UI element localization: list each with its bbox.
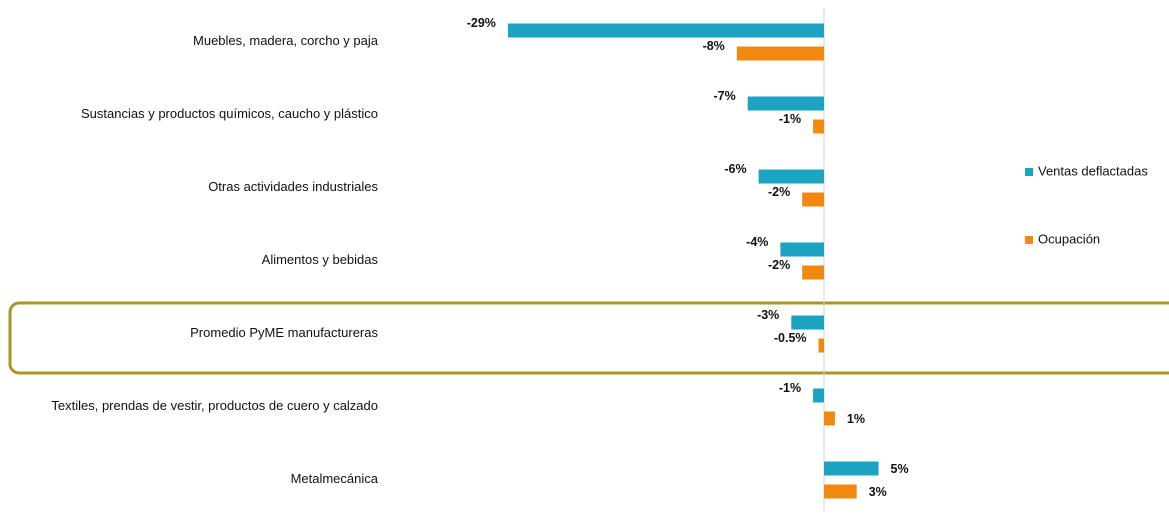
bar — [802, 192, 824, 207]
bar — [736, 46, 824, 61]
bar — [780, 242, 824, 257]
value-label: 3% — [869, 485, 887, 499]
category-label: Metalmecánica — [291, 471, 379, 486]
value-label: -2% — [768, 258, 790, 272]
legend-swatch — [1025, 236, 1033, 244]
category-label: Muebles, madera, corcho y paja — [193, 33, 379, 48]
bar — [813, 388, 824, 403]
value-label: -6% — [724, 162, 746, 176]
bar — [824, 411, 835, 426]
bar — [818, 338, 824, 353]
bar — [824, 484, 857, 499]
value-label: -8% — [703, 39, 725, 53]
value-label: -0.5% — [774, 331, 807, 345]
bar — [813, 119, 824, 134]
legend-label: Ocupación — [1038, 231, 1100, 246]
bar — [758, 169, 824, 184]
category-label: Textiles, prendas de vestir, productos d… — [51, 398, 378, 413]
bar — [802, 265, 824, 280]
value-label: -7% — [713, 89, 735, 103]
value-label: -29% — [467, 16, 496, 30]
legend-label: Ventas deflactadas — [1038, 163, 1148, 178]
bar — [507, 23, 824, 38]
category-label: Promedio PyME manufactureras — [190, 325, 378, 340]
value-label: 5% — [891, 462, 909, 476]
category-label: Otras actividades industriales — [208, 179, 378, 194]
highlight-box — [8, 301, 1169, 375]
value-label: 1% — [847, 412, 865, 426]
category-label: Alimentos y bebidas — [262, 252, 379, 267]
bar — [791, 315, 824, 330]
bar — [747, 96, 824, 111]
value-label: -1% — [779, 381, 801, 395]
bar — [824, 461, 879, 476]
category-label: Sustancias y productos químicos, caucho … — [81, 106, 378, 121]
value-label: -3% — [757, 308, 779, 322]
value-label: -4% — [746, 235, 768, 249]
value-label: -2% — [768, 185, 790, 199]
value-label: -1% — [779, 112, 801, 126]
legend-swatch — [1025, 168, 1033, 176]
